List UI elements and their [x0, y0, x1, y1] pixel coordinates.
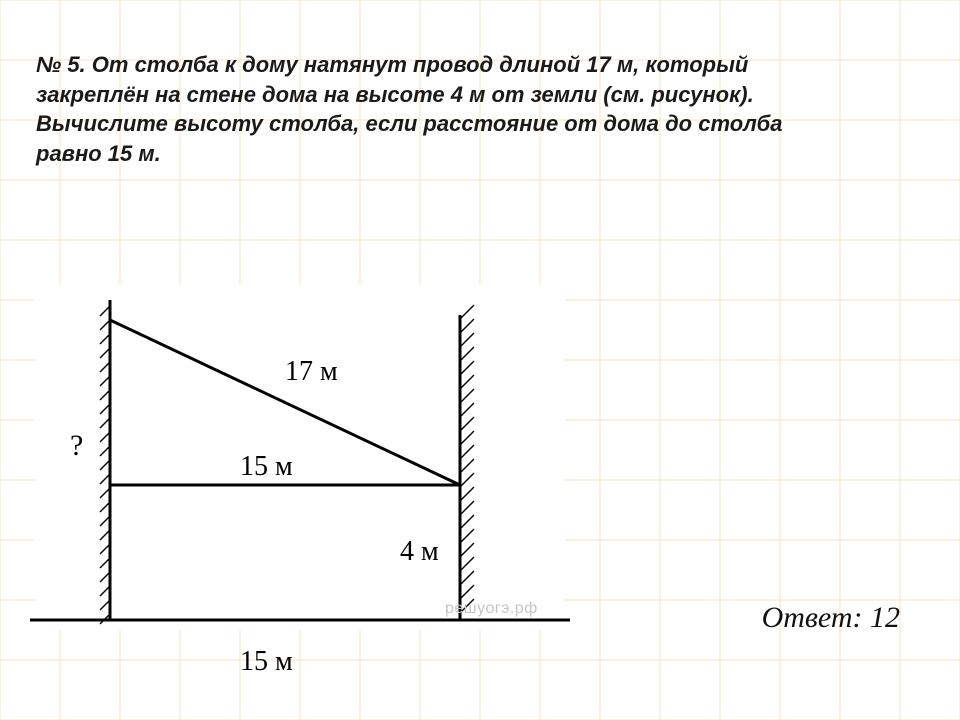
problem-text: № 5. От столба к дому натянут провод дли… [36, 50, 826, 169]
svg-text:4 м: 4 м [400, 536, 439, 567]
svg-text:?: ? [70, 429, 83, 462]
watermark: решуогэ.рф [445, 600, 538, 618]
svg-text:17 м: 17 м [285, 356, 338, 387]
answer-text: Ответ: 12 [762, 601, 900, 635]
diagram: 17 м 15 м 4 м 15 м? [30, 280, 570, 680]
svg-text:15 м: 15 м [240, 451, 293, 482]
svg-text:15 м: 15 м [240, 646, 293, 677]
diagram-svg: 17 м 15 м 4 м 15 м? [30, 280, 570, 680]
slide: № 5. От столба к дому натянут провод дли… [0, 0, 960, 720]
